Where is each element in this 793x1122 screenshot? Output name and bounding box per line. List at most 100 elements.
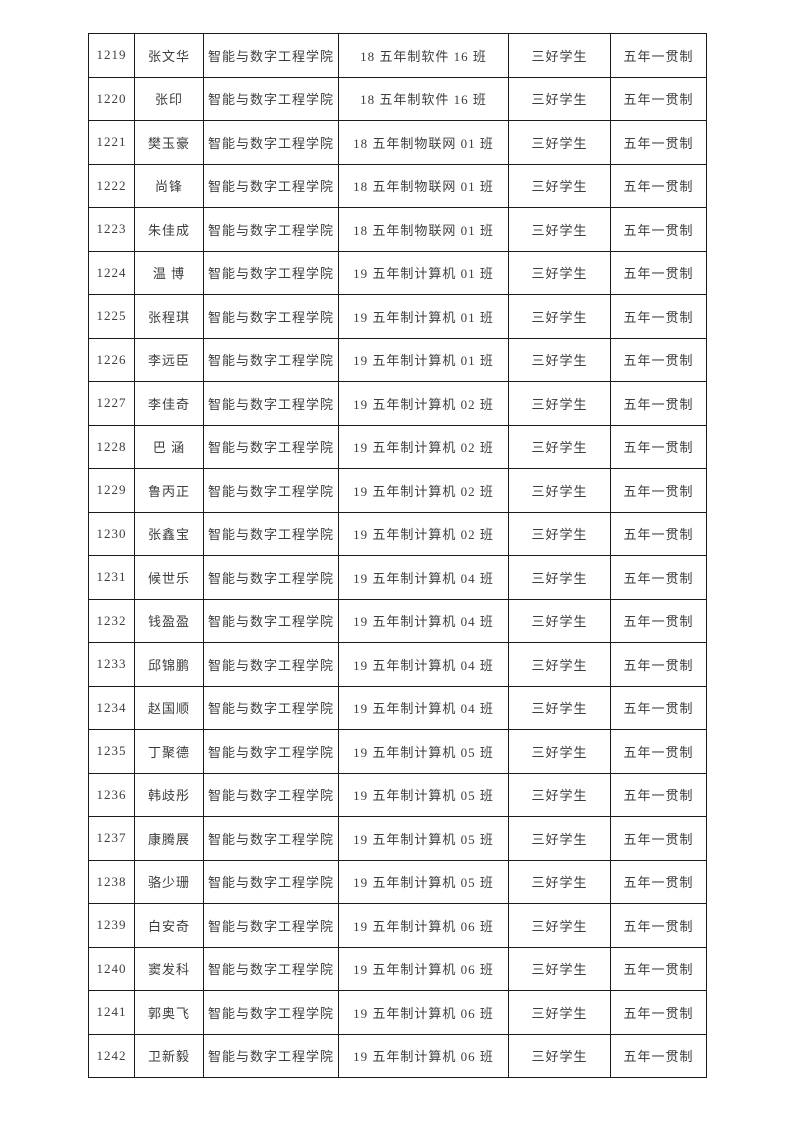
cell-student-name: 郭奥飞	[134, 990, 204, 1035]
cell-student-name: 钱盈盈	[134, 598, 204, 643]
table-row: 1238 骆少珊 智能与数字工程学院 19 五年制计算机 05 班 三好学生 五…	[88, 859, 707, 904]
cell-college: 智能与数字工程学院	[203, 33, 339, 78]
cell-college: 智能与数字工程学院	[203, 859, 339, 904]
table-row: 1240 窦发科 智能与数字工程学院 19 五年制计算机 06 班 三好学生 五…	[88, 946, 707, 991]
cell-award: 三好学生	[508, 511, 611, 556]
cell-serial-number: 1230	[88, 511, 135, 556]
cell-college: 智能与数字工程学院	[203, 468, 339, 513]
cell-program: 五年一贯制	[610, 33, 707, 78]
table-row: 1229 鲁丙正 智能与数字工程学院 19 五年制计算机 02 班 三好学生 五…	[88, 468, 707, 513]
cell-class: 18 五年制物联网 01 班	[338, 207, 509, 252]
cell-student-name: 朱佳成	[134, 207, 204, 252]
cell-serial-number: 1226	[88, 337, 135, 382]
cell-college: 智能与数字工程学院	[203, 120, 339, 165]
cell-college: 智能与数字工程学院	[203, 816, 339, 861]
cell-college: 智能与数字工程学院	[203, 772, 339, 817]
table-row: 1230 张鑫宝 智能与数字工程学院 19 五年制计算机 02 班 三好学生 五…	[88, 511, 707, 556]
cell-class: 18 五年制物联网 01 班	[338, 163, 509, 208]
cell-program: 五年一贯制	[610, 772, 707, 817]
cell-program: 五年一贯制	[610, 642, 707, 687]
cell-serial-number: 1222	[88, 163, 135, 208]
cell-college: 智能与数字工程学院	[203, 946, 339, 991]
cell-serial-number: 1237	[88, 816, 135, 861]
table-row: 1227 李佳奇 智能与数字工程学院 19 五年制计算机 02 班 三好学生 五…	[88, 381, 707, 426]
cell-college: 智能与数字工程学院	[203, 685, 339, 730]
cell-class: 19 五年制计算机 06 班	[338, 990, 509, 1035]
cell-student-name: 巴 涵	[134, 424, 204, 469]
cell-serial-number: 1240	[88, 946, 135, 991]
table-row: 1220 张印 智能与数字工程学院 18 五年制软件 16 班 三好学生 五年一…	[88, 76, 707, 121]
cell-serial-number: 1229	[88, 468, 135, 513]
table-row: 1234 赵国顺 智能与数字工程学院 19 五年制计算机 04 班 三好学生 五…	[88, 685, 707, 730]
cell-student-name: 张鑫宝	[134, 511, 204, 556]
cell-student-name: 张文华	[134, 33, 204, 78]
table-row: 1242 卫新毅 智能与数字工程学院 19 五年制计算机 06 班 三好学生 五…	[88, 1033, 707, 1078]
cell-class: 19 五年制计算机 02 班	[338, 424, 509, 469]
cell-program: 五年一贯制	[610, 729, 707, 774]
cell-program: 五年一贯制	[610, 468, 707, 513]
cell-program: 五年一贯制	[610, 859, 707, 904]
cell-class: 19 五年制计算机 02 班	[338, 468, 509, 513]
table-row: 1222 尚锋 智能与数字工程学院 18 五年制物联网 01 班 三好学生 五年…	[88, 163, 707, 208]
cell-class: 19 五年制计算机 06 班	[338, 946, 509, 991]
table-row: 1236 韩歧彤 智能与数字工程学院 19 五年制计算机 05 班 三好学生 五…	[88, 772, 707, 817]
cell-award: 三好学生	[508, 1033, 611, 1078]
cell-award: 三好学生	[508, 76, 611, 121]
cell-class: 19 五年制计算机 01 班	[338, 337, 509, 382]
table-row: 1233 邱锦鹏 智能与数字工程学院 19 五年制计算机 04 班 三好学生 五…	[88, 642, 707, 687]
cell-student-name: 候世乐	[134, 555, 204, 600]
cell-serial-number: 1242	[88, 1033, 135, 1078]
cell-award: 三好学生	[508, 729, 611, 774]
cell-college: 智能与数字工程学院	[203, 555, 339, 600]
cell-serial-number: 1239	[88, 903, 135, 948]
table-row: 1225 张程琪 智能与数字工程学院 19 五年制计算机 01 班 三好学生 五…	[88, 294, 707, 339]
cell-program: 五年一贯制	[610, 511, 707, 556]
cell-award: 三好学生	[508, 642, 611, 687]
table-row: 1239 白安奇 智能与数字工程学院 19 五年制计算机 06 班 三好学生 五…	[88, 903, 707, 948]
cell-program: 五年一贯制	[610, 598, 707, 643]
cell-award: 三好学生	[508, 903, 611, 948]
cell-college: 智能与数字工程学院	[203, 163, 339, 208]
table-row: 1221 樊玉豪 智能与数字工程学院 18 五年制物联网 01 班 三好学生 五…	[88, 120, 707, 165]
cell-college: 智能与数字工程学院	[203, 250, 339, 295]
cell-serial-number: 1236	[88, 772, 135, 817]
cell-college: 智能与数字工程学院	[203, 903, 339, 948]
cell-class: 19 五年制计算机 04 班	[338, 598, 509, 643]
cell-college: 智能与数字工程学院	[203, 511, 339, 556]
cell-program: 五年一贯制	[610, 76, 707, 121]
table-row: 1219 张文华 智能与数字工程学院 18 五年制软件 16 班 三好学生 五年…	[88, 33, 707, 78]
table-row: 1226 李远臣 智能与数字工程学院 19 五年制计算机 01 班 三好学生 五…	[88, 337, 707, 382]
cell-student-name: 赵国顺	[134, 685, 204, 730]
cell-student-name: 丁聚德	[134, 729, 204, 774]
cell-class: 19 五年制计算机 04 班	[338, 642, 509, 687]
cell-program: 五年一贯制	[610, 555, 707, 600]
cell-program: 五年一贯制	[610, 685, 707, 730]
cell-class: 19 五年制计算机 04 班	[338, 555, 509, 600]
table-row: 1237 康腾展 智能与数字工程学院 19 五年制计算机 05 班 三好学生 五…	[88, 816, 707, 861]
table-row: 1224 温 博 智能与数字工程学院 19 五年制计算机 01 班 三好学生 五…	[88, 250, 707, 295]
cell-award: 三好学生	[508, 337, 611, 382]
cell-student-name: 韩歧彤	[134, 772, 204, 817]
cell-student-name: 邱锦鹏	[134, 642, 204, 687]
cell-student-name: 鲁丙正	[134, 468, 204, 513]
cell-student-name: 尚锋	[134, 163, 204, 208]
cell-program: 五年一贯制	[610, 816, 707, 861]
table-body: 1219 张文华 智能与数字工程学院 18 五年制软件 16 班 三好学生 五年…	[88, 33, 707, 1078]
cell-program: 五年一贯制	[610, 294, 707, 339]
cell-serial-number: 1220	[88, 76, 135, 121]
cell-program: 五年一贯制	[610, 337, 707, 382]
cell-program: 五年一贯制	[610, 990, 707, 1035]
cell-serial-number: 1223	[88, 207, 135, 252]
table-row: 1223 朱佳成 智能与数字工程学院 18 五年制物联网 01 班 三好学生 五…	[88, 207, 707, 252]
cell-program: 五年一贯制	[610, 381, 707, 426]
cell-serial-number: 1228	[88, 424, 135, 469]
cell-class: 19 五年制计算机 05 班	[338, 729, 509, 774]
cell-college: 智能与数字工程学院	[203, 642, 339, 687]
cell-class: 19 五年制计算机 05 班	[338, 772, 509, 817]
cell-serial-number: 1238	[88, 859, 135, 904]
cell-class: 19 五年制计算机 02 班	[338, 381, 509, 426]
cell-student-name: 骆少珊	[134, 859, 204, 904]
cell-award: 三好学生	[508, 207, 611, 252]
cell-college: 智能与数字工程学院	[203, 337, 339, 382]
